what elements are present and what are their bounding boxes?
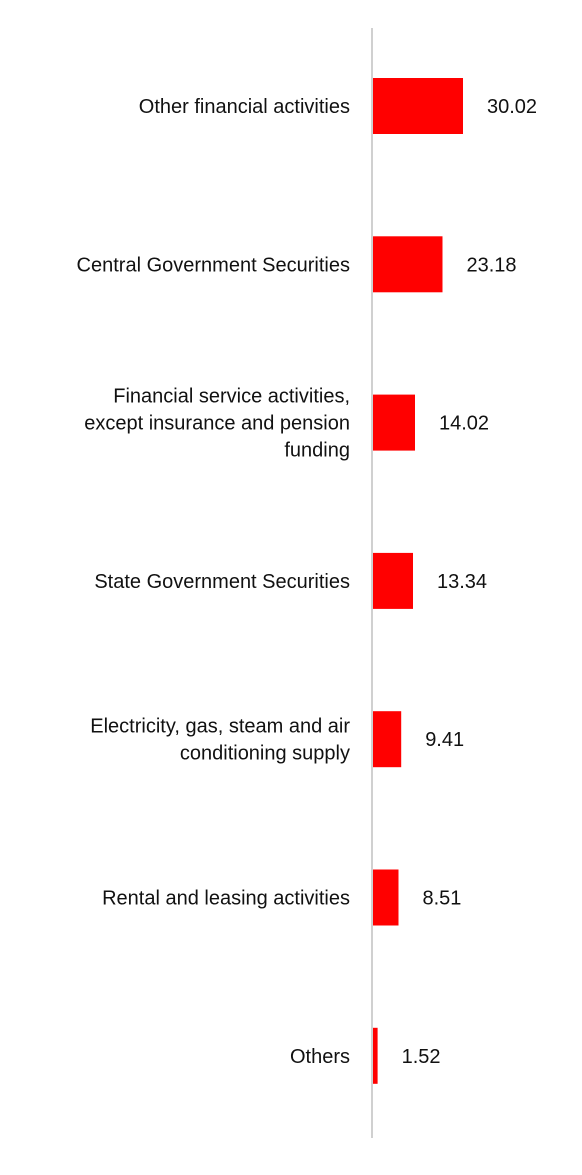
value-label-3: 14.02 bbox=[439, 413, 489, 435]
bar-3 bbox=[373, 394, 415, 451]
category-label-line: Financial service activities, bbox=[113, 386, 350, 408]
category-label-line: funding bbox=[284, 440, 350, 462]
category-label-line: Electricity, gas, steam and air bbox=[90, 716, 350, 738]
value-label-4: 13.34 bbox=[437, 571, 487, 593]
category-label-6: Rental and leasing activities bbox=[102, 888, 350, 910]
value-label-1: 30.02 bbox=[487, 96, 537, 118]
category-labels-group: Other financial activities Central Govern… bbox=[77, 96, 351, 1068]
category-label-line: Others bbox=[290, 1046, 350, 1068]
value-label-5: 9.41 bbox=[425, 729, 464, 751]
value-label-6: 8.51 bbox=[423, 888, 462, 910]
category-label-3: Financial service activities, except insu… bbox=[84, 386, 350, 462]
category-label-2: Central Government Securities bbox=[77, 254, 350, 276]
bar-1 bbox=[373, 78, 463, 134]
category-label-line: State Government Securities bbox=[94, 571, 350, 593]
bar-6 bbox=[373, 869, 399, 926]
value-label-2: 23.18 bbox=[467, 254, 517, 276]
category-label-1: Other financial activities bbox=[139, 96, 350, 118]
category-label-5: Electricity, gas, steam and air condition… bbox=[90, 716, 350, 765]
category-label-7: Others bbox=[290, 1046, 350, 1068]
category-label-4: State Government Securities bbox=[94, 571, 350, 593]
category-label-line: except insurance and pension bbox=[84, 413, 350, 435]
category-label-line: conditioning supply bbox=[180, 743, 350, 765]
value-labels-group: 30.02 23.18 14.02 13.34 9.41 8.51 1.52 bbox=[402, 96, 537, 1068]
bar-4 bbox=[373, 552, 413, 609]
bar-2 bbox=[373, 236, 443, 293]
bars-group bbox=[373, 78, 463, 1084]
bar-5 bbox=[373, 711, 402, 768]
value-label-7: 1.52 bbox=[402, 1046, 441, 1068]
category-label-line: Other financial activities bbox=[139, 96, 350, 118]
category-label-line: Central Government Securities bbox=[77, 254, 350, 276]
bar-7 bbox=[373, 1027, 378, 1084]
category-label-line: Rental and leasing activities bbox=[102, 888, 350, 910]
